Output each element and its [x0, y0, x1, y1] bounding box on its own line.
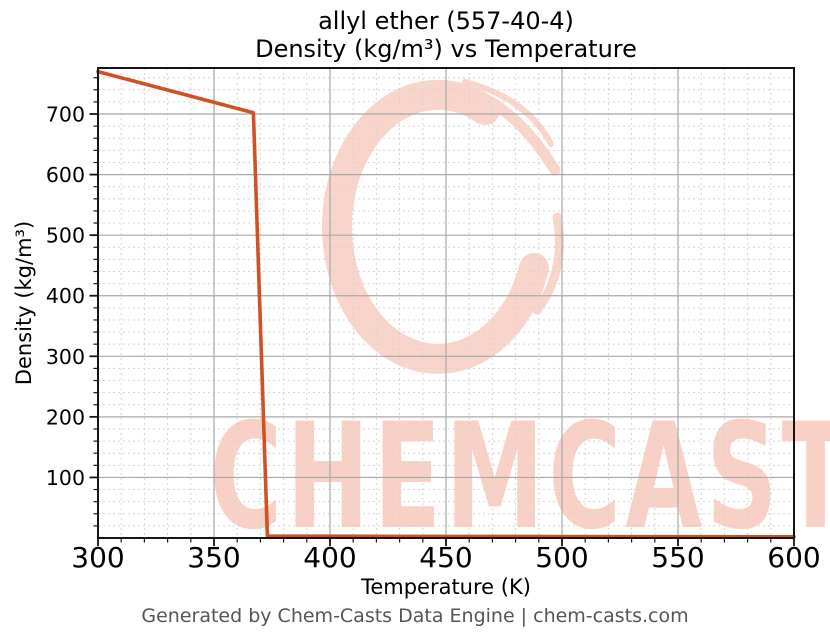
y-tick-label: 200 — [46, 405, 85, 429]
chart-title: allyl ether (557-40-4) Density (kg/m³) v… — [98, 7, 794, 63]
axis-ticks — [89, 77, 795, 546]
x-tick-label: 450 — [419, 541, 472, 574]
x-tick-label: 300 — [71, 541, 124, 574]
y-tick-label: 100 — [46, 466, 85, 490]
y-tick-label: 600 — [46, 163, 85, 187]
chemcasts-logo-watermark-icon — [322, 79, 564, 374]
x-axis-label: Temperature (K) — [361, 575, 531, 599]
chart-title-line2: Density (kg/m³) vs Temperature — [255, 35, 637, 63]
x-tick-label: 500 — [535, 541, 588, 574]
y-tick-label: 400 — [46, 284, 85, 308]
x-tick-label: 600 — [767, 541, 820, 574]
footer-credit: Generated by Chem-Casts Data Engine | ch… — [141, 605, 689, 627]
density-line — [96, 69, 796, 539]
y-axis-label: Density (kg/m³) — [12, 220, 36, 386]
x-tick-label: 400 — [303, 541, 356, 574]
x-tick-label: 350 — [187, 541, 240, 574]
x-tick-labels: 300 350 400 450 500 550 600 — [71, 541, 820, 574]
y-tick-label: 500 — [46, 224, 85, 248]
y-tick-labels: 100 200 300 400 500 600 700 — [46, 103, 85, 490]
density-series — [96, 69, 796, 539]
y-tick-label: 300 — [46, 345, 85, 369]
y-tick-label: 700 — [46, 103, 85, 127]
x-tick-label: 550 — [651, 541, 704, 574]
chart-title-line1: allyl ether (557-40-4) — [318, 7, 574, 35]
